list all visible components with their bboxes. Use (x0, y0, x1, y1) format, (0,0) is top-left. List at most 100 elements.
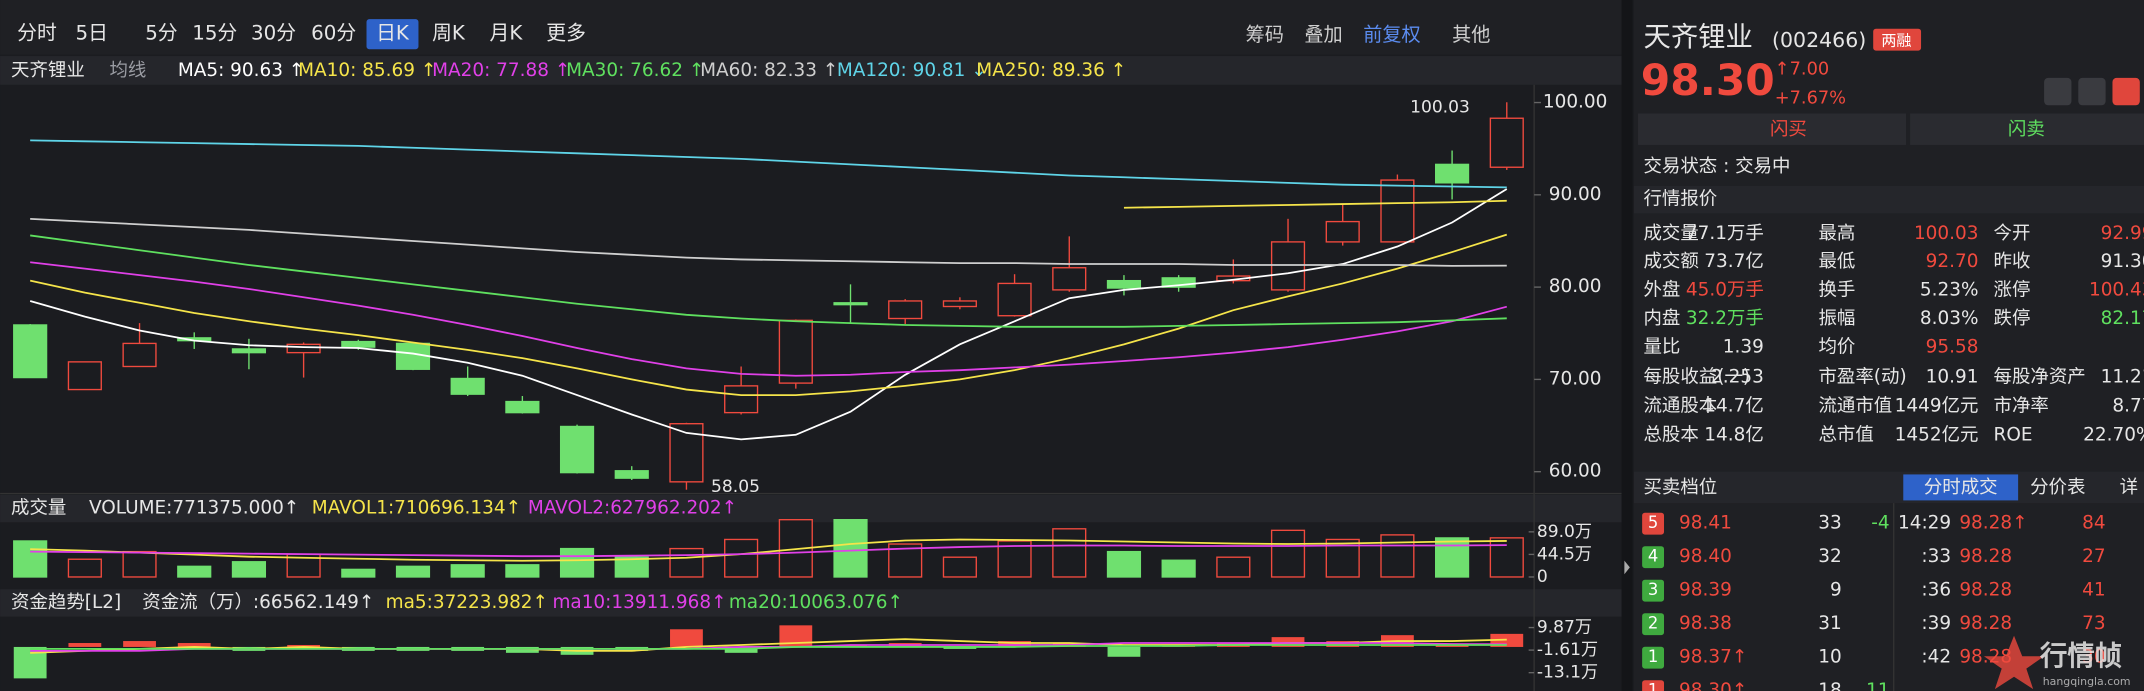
quote-label: 涨停 (1994, 280, 2031, 301)
quote-value: 95.58 (1926, 337, 1979, 358)
quote-value: 82.17 (2101, 308, 2144, 329)
level-badge (1642, 646, 1665, 669)
quote-label: 成交量 (1644, 223, 1699, 244)
fundamental-value: 14.8亿 (1704, 425, 1764, 446)
period-tab[interactable]: 15分 (192, 22, 237, 45)
high-label: 100.03 (1410, 98, 1470, 118)
trade-price: 98.28 (1959, 546, 2012, 567)
money-bar (177, 643, 211, 647)
fundamental-value: 22.70% (2083, 425, 2144, 446)
volume-bar (669, 547, 704, 578)
alert-button[interactable] (2078, 77, 2106, 106)
orderbook-header-bg (1633, 471, 2144, 504)
price-tick-label: 100.00 (1543, 92, 1608, 113)
orderbook-tab[interactable]: 详 (2120, 477, 2138, 498)
period-tab[interactable]: 月K (490, 22, 524, 45)
candle-body (997, 282, 1032, 317)
period-tab[interactable]: 30分 (251, 22, 296, 45)
book-change: -4 (1871, 513, 1889, 534)
mavol-line (30, 544, 1507, 558)
ma-line (1123, 199, 1507, 209)
candle-body (724, 385, 759, 414)
orderbook-tab[interactable]: 分价表 (2030, 477, 2085, 498)
volume-bar (942, 556, 977, 578)
trade-price: 98.28 (1959, 613, 2012, 634)
flash-buy-bg[interactable] (1638, 113, 1907, 145)
flash-sell[interactable]: 闪卖 (2008, 119, 2045, 140)
tool-button[interactable]: 筹码 (1246, 23, 1284, 46)
period-tab[interactable]: 60分 (311, 22, 356, 45)
money-bar (943, 646, 977, 649)
candle-body (888, 300, 923, 320)
candle-body (1435, 163, 1470, 184)
tool-button[interactable]: 叠加 (1304, 23, 1342, 46)
trade-status: 交易状态 : 交易中 (1644, 156, 1791, 177)
level-badge (1642, 680, 1665, 691)
candle-body (1161, 277, 1196, 288)
period-tab[interactable]: 更多 (546, 22, 586, 45)
period-tab[interactable]: 周K (432, 22, 466, 45)
money-bar (724, 646, 758, 653)
flash-buy[interactable]: 闪买 (1770, 119, 1807, 140)
splitter-arrow[interactable] (1624, 560, 1630, 575)
money-bar (123, 641, 156, 647)
trade-price: 98.28 (1959, 647, 2012, 668)
volume-bar (13, 540, 48, 578)
volume-bar (1216, 556, 1251, 578)
period-tab[interactable]: 5分 (145, 22, 178, 45)
tab-active-bg[interactable] (1903, 474, 2019, 501)
trade-time: :39 (1921, 613, 1951, 634)
fundamental-value: 1452亿元 (1895, 425, 1979, 446)
money-bar (670, 629, 703, 647)
trade-price: 98.28 (1959, 580, 2012, 601)
period-tab[interactable]: 5日 (75, 22, 107, 45)
orderbook-title: 买卖档位 (1644, 477, 1718, 498)
book-price: 98.39 (1679, 580, 1732, 601)
flash-sell-bg[interactable] (1910, 113, 2144, 145)
quote-value: 91.30 (2101, 251, 2144, 272)
low-label: 58.05 (711, 477, 760, 497)
trade-price: 98.28↑ (1959, 513, 2027, 534)
quote-price: 98.30 (1641, 56, 1775, 105)
level: 3 (1648, 580, 1658, 599)
period-tab[interactable]: 日K (376, 22, 410, 45)
money-bar (1435, 644, 1469, 647)
money-label: 资金流（万）:66562.149↑ (142, 592, 374, 613)
volume-bar (395, 565, 431, 578)
book-price: 98.41 (1679, 513, 1732, 534)
level-badge (1642, 579, 1665, 602)
volume-tick-label: 0 (1537, 567, 1548, 587)
quote-value: 32.2万手 (1686, 308, 1764, 329)
book-qty: 18 (1818, 680, 1841, 691)
money-title: 资金趋势[L2] (11, 592, 121, 613)
buy-button[interactable] (2112, 77, 2140, 106)
trade-qty: 84 (2082, 513, 2105, 534)
quote-tag: 两融 (1881, 32, 1911, 50)
candle-body (614, 470, 649, 479)
ma-label: MA20: 77.88 ↑ (432, 60, 570, 81)
volume-bar (67, 558, 102, 578)
level: 4 (1648, 547, 1658, 566)
fundamental-label: 总市值 (1819, 425, 1874, 446)
fundamental-value: 11.21 (2101, 366, 2144, 387)
money-bar (998, 641, 1031, 647)
quote-change: ↑7.00 (1775, 60, 1829, 80)
add-button[interactable] (2044, 77, 2072, 106)
splitter[interactable] (1621, 0, 1633, 691)
candle-body (67, 361, 102, 391)
money-ma-line (30, 644, 1507, 650)
candle-body (505, 400, 540, 414)
ma-label: MA120: 90.81 ↓ (837, 60, 987, 81)
fundamental-label: 流通股本 (1644, 395, 1718, 416)
fundamental-label: 市盈率(动) (1819, 366, 1907, 387)
tool-button[interactable]: 其他 (1452, 23, 1490, 46)
tool-button[interactable]: 前复权 (1363, 23, 1420, 46)
volume-bar (1435, 537, 1470, 578)
book-qty: 31 (1818, 613, 1841, 634)
quote-name: 天齐锂业 (1644, 22, 1753, 53)
period-tab[interactable]: 分时 (17, 22, 57, 45)
candle-body (450, 377, 485, 395)
orderbook-tab[interactable]: 分时成交 (1924, 477, 1998, 498)
